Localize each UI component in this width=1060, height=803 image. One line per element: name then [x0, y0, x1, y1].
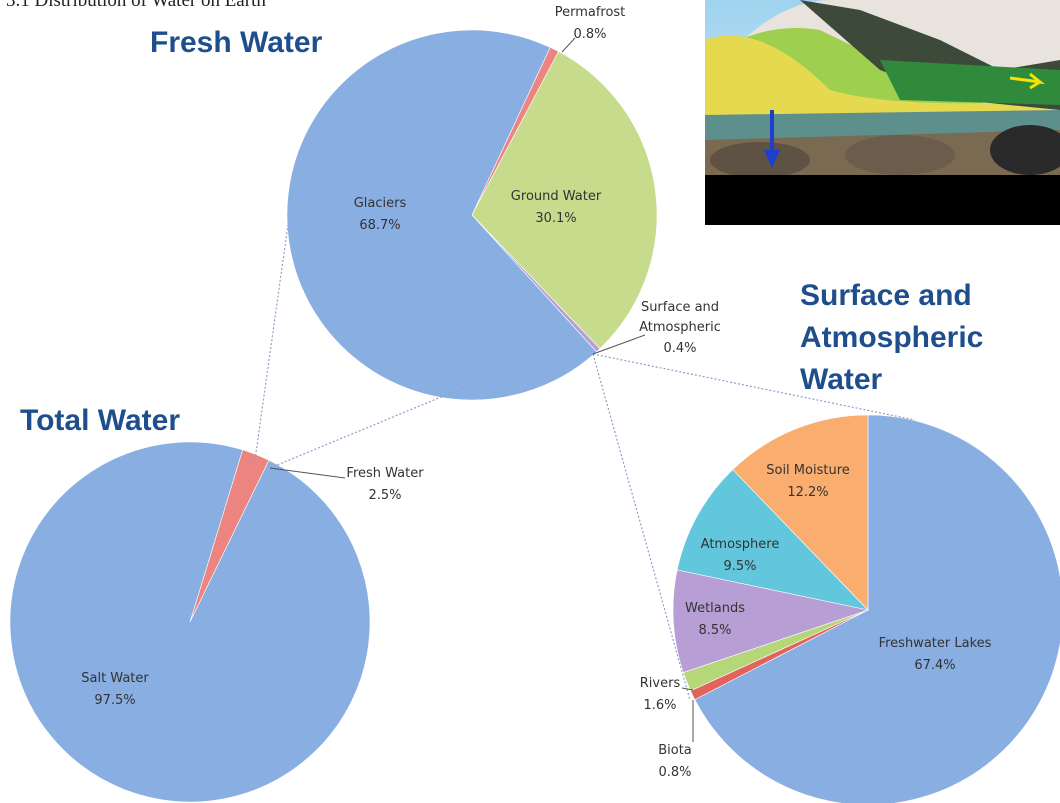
slice-value-label: 0.8%	[573, 27, 607, 42]
chart-title: Fresh Water	[150, 26, 323, 59]
pie-slice	[286, 29, 597, 401]
slice-value-label: 12.2%	[787, 485, 829, 500]
slice-value-label: 0.8%	[658, 765, 692, 780]
inset-illustration	[705, 0, 1060, 225]
slice-label: Atmosphere	[700, 537, 780, 552]
pie-slice	[732, 414, 869, 611]
pie-slice	[672, 569, 870, 673]
slice-value-label: 67.4%	[914, 658, 956, 673]
slice-label: Glaciers	[353, 196, 407, 211]
slice-value-label: 30.1%	[535, 211, 577, 226]
slice-label: Freshwater Lakes	[878, 636, 992, 651]
slice-value-label: 97.5%	[94, 693, 136, 708]
slice-label: Fresh Water	[346, 466, 424, 481]
slice-label: Surface and Atmospheric	[639, 300, 721, 335]
pie	[672, 414, 1060, 803]
pie-slice	[694, 414, 1060, 803]
slice-label: Permafrost	[554, 5, 626, 20]
slice-label: Biota	[658, 743, 692, 758]
chart-title: Surface and Atmospheric Water	[800, 279, 984, 396]
slice-value-label: 9.5%	[723, 559, 757, 574]
caption: 3.1 Distribution of Water on Earth	[6, 0, 266, 11]
slice-value-label: 0.4%	[663, 341, 697, 356]
slice-label: Salt Water	[81, 671, 149, 686]
pie	[286, 29, 658, 401]
pie-slice	[9, 441, 371, 803]
slice-label: Soil Moisture	[766, 463, 850, 478]
pie	[9, 441, 371, 803]
slice-value-label: 68.7%	[359, 218, 401, 233]
slice-value-label: 2.5%	[368, 488, 402, 503]
slice-label: Wetlands	[684, 601, 746, 616]
slice-value-label: 8.5%	[698, 623, 732, 638]
leader-lines	[269, 37, 694, 742]
pie-slice	[471, 51, 658, 350]
slice-value-label: 1.6%	[643, 698, 677, 713]
chart-title: Total Water	[20, 404, 181, 437]
connector-lines	[254, 224, 916, 701]
slice-label: Rivers	[639, 676, 681, 691]
pie-slice	[676, 469, 869, 611]
slice-label: Ground Water	[510, 189, 602, 204]
